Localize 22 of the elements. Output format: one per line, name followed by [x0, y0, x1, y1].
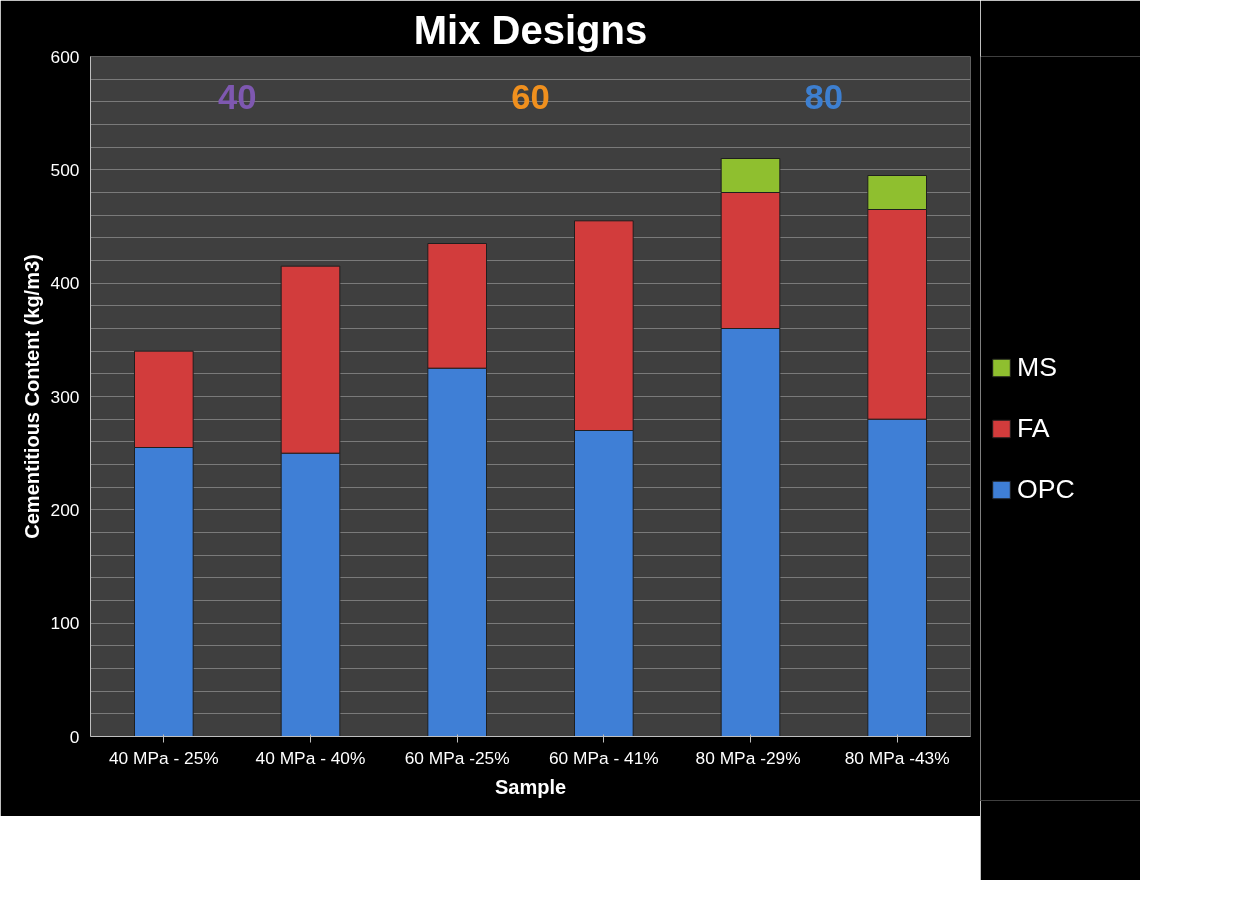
annotation: 40 [217, 78, 257, 117]
y-tick-label: 600 [50, 46, 80, 67]
x-axis-title: Sample [494, 775, 567, 798]
y-tick-label: 500 [50, 159, 80, 180]
x-tick-label: 80 MPa -43% [844, 747, 950, 768]
y-tick-label: 300 [50, 386, 80, 407]
y-tick-label: 200 [50, 499, 80, 520]
x-tick-label: 60 MPa -25% [404, 747, 510, 768]
x-tick-label: 40 MPa - 40% [255, 747, 366, 768]
legend-label: MS [1017, 351, 1057, 383]
annotation: 60 [511, 78, 550, 117]
x-tick-label: 40 MPa - 25% [108, 747, 219, 768]
y-axis-title: Cementitious Content (kg/m3) [20, 254, 43, 539]
legend-label: OPC [1017, 473, 1075, 505]
legend-label: FA [1017, 412, 1050, 444]
y-tick-label: 400 [50, 273, 80, 294]
chart-title: Mix Designs [413, 7, 648, 52]
y-tick-label: 100 [50, 613, 80, 634]
x-tick-label: 60 MPa - 41% [548, 747, 659, 768]
annotation: 80 [804, 78, 844, 117]
x-tick-label: 80 MPa -29% [695, 747, 801, 768]
y-tick-label: 0 [69, 726, 80, 747]
